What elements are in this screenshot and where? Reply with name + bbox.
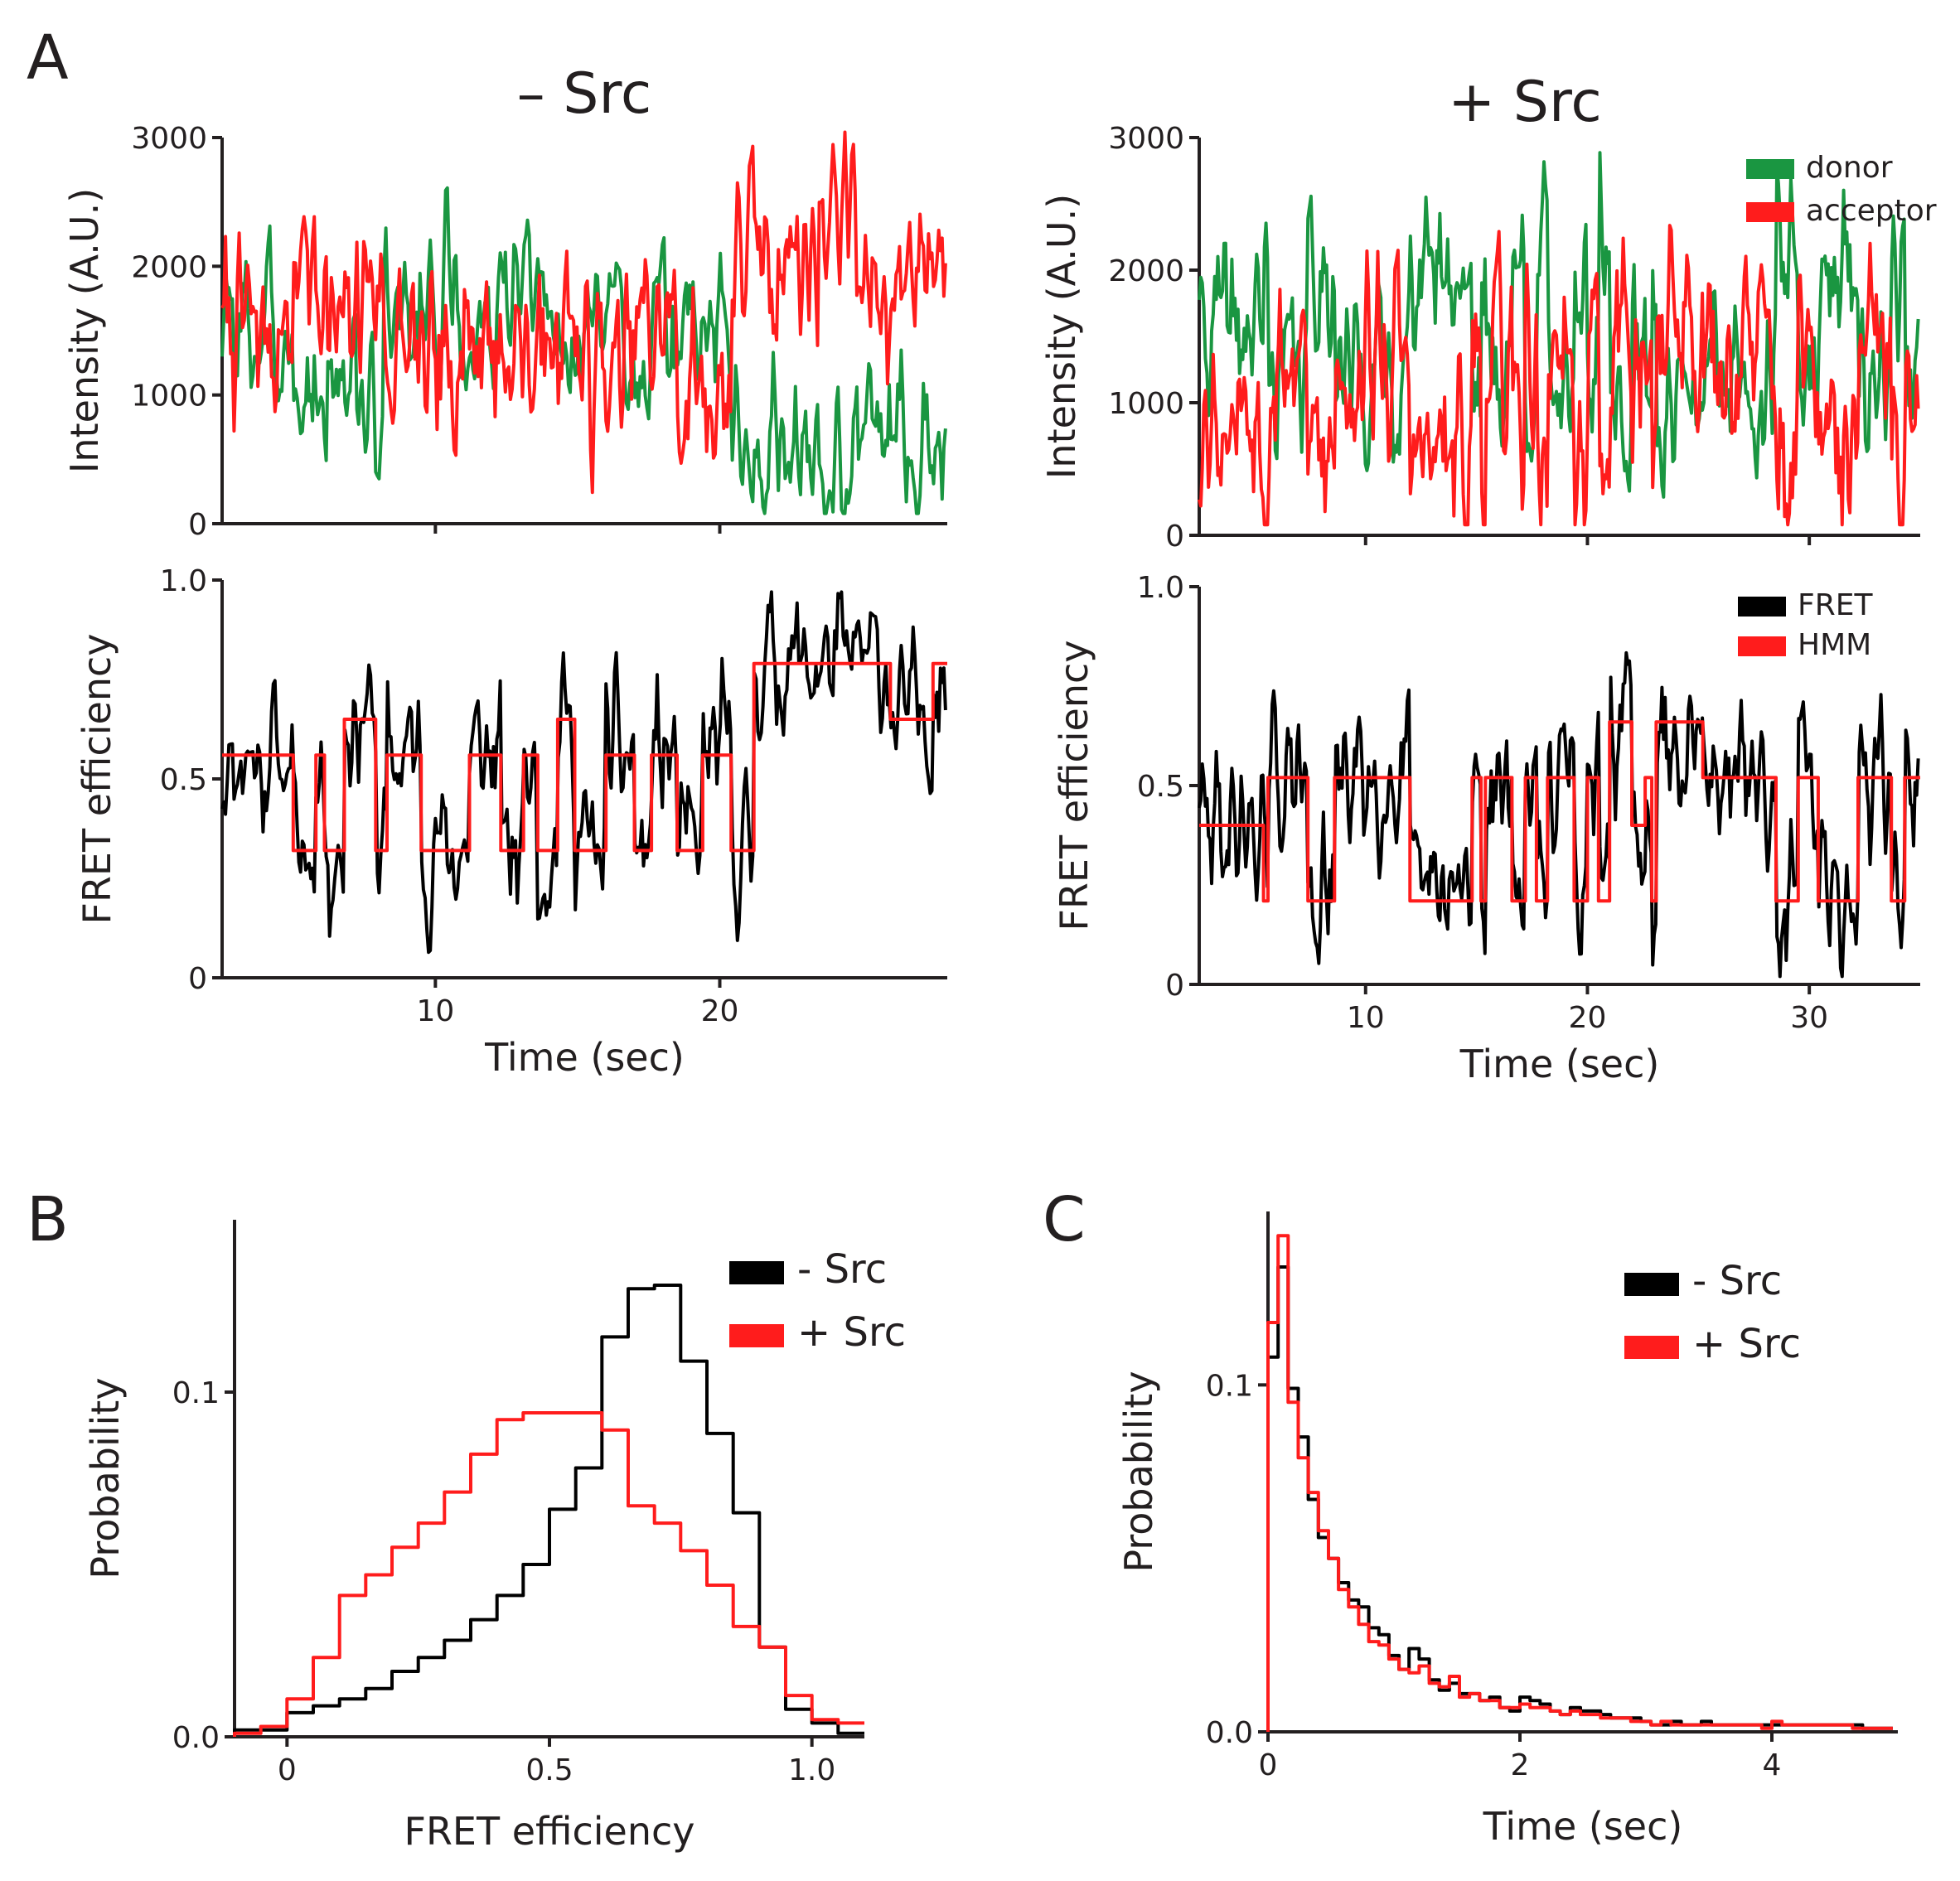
- y-tick-label: 0.0: [1206, 1716, 1253, 1750]
- panel-letter-a: A: [27, 22, 69, 94]
- plot-a-minus-intensity: 0 1000 2000 3000 Intensity (A.U.): [62, 122, 947, 542]
- x-tick-label: 10: [416, 994, 454, 1028]
- x-tick-label: 30: [1790, 1001, 1828, 1035]
- axis-lines: [1266, 1211, 1898, 1734]
- y-tick-label: 0: [1165, 520, 1184, 554]
- plot-b-fret-histogram: 0.0 0.1 0 0.5 1.0 FRET efficiency Probability -…: [83, 1220, 906, 1854]
- x-tick-label: 1.0: [788, 1753, 835, 1787]
- y-tick-label: 1000: [1108, 387, 1184, 421]
- x-tick-label: 2: [1511, 1748, 1530, 1782]
- legend-label-plus-src: + Src: [1692, 1321, 1801, 1367]
- series-line-acceptor: [220, 130, 947, 495]
- title-plus-src: + Src: [1448, 70, 1602, 135]
- plot-c-dwell-histogram: 0.0 0.1 0 2 4 Time (sec) Probability - Src + Src: [1116, 1211, 1898, 1849]
- plot-a-plus-fret: 0 0.5 1.0 10 20 30 Time (sec) FRET efficiency FR…: [1052, 571, 1920, 1086]
- y-tick-label: 0: [1165, 969, 1184, 1003]
- histogram-minus-src: [233, 1284, 864, 1737]
- series-line-fret: [220, 590, 947, 955]
- panel-letter-c: C: [1043, 1184, 1086, 1255]
- series-line-hmm: [222, 661, 947, 853]
- legend-label-acceptor: acceptor: [1806, 194, 1937, 228]
- legend-swatch-minus-src: [729, 1261, 784, 1284]
- legend-label-plus-src: + Src: [797, 1309, 906, 1356]
- legend-label-hmm: HMM: [1798, 628, 1871, 662]
- y-tick-label: 0.5: [160, 763, 207, 797]
- y-tick-label: 1.0: [160, 564, 207, 598]
- y-axis-label: Intensity (A.U.): [1039, 194, 1084, 479]
- x-tick-label: 0.5: [525, 1753, 573, 1787]
- y-axis-label: Probability: [1116, 1371, 1161, 1572]
- y-tick-label: 0.1: [1206, 1369, 1253, 1403]
- panel-letter-b: B: [27, 1184, 69, 1255]
- legend-swatch-plus-src: [729, 1324, 784, 1347]
- y-tick-label: 1.0: [1137, 571, 1184, 605]
- x-tick-label: 0: [278, 1753, 297, 1787]
- y-tick-label: 2000: [1108, 254, 1184, 288]
- y-tick-label: 2000: [131, 250, 207, 284]
- x-tick-label: 20: [701, 994, 739, 1028]
- axis-lines: [233, 1220, 864, 1738]
- y-tick-label: 3000: [1108, 122, 1184, 156]
- title-minus-src: – Src: [517, 61, 652, 127]
- y-axis-label: FRET efficiency: [1052, 640, 1096, 931]
- y-axis-label: FRET efficiency: [75, 633, 119, 924]
- series-line-fret: [1198, 650, 1920, 979]
- legend-swatch-donor: [1746, 159, 1794, 179]
- histogram-plus-src: [233, 1411, 864, 1737]
- legend-label-minus-src: - Src: [1692, 1258, 1782, 1304]
- x-tick-label: 4: [1763, 1748, 1782, 1782]
- legend-label-donor: donor: [1806, 151, 1893, 185]
- y-axis-label: Probability: [83, 1377, 128, 1579]
- legend-label-fret: FRET: [1798, 588, 1873, 622]
- x-tick-label: 20: [1569, 1001, 1607, 1035]
- plot-a-plus-intensity: 0 1000 2000 3000 Intensity (A.U.) donor accept…: [1039, 122, 1937, 554]
- y-tick-label: 0.5: [1137, 770, 1184, 804]
- x-axis-label: Time (sec): [1483, 1804, 1683, 1849]
- y-tick-label: 0.0: [172, 1721, 220, 1755]
- y-tick-label: 0: [188, 508, 207, 542]
- legend-swatch-fret: [1738, 597, 1786, 617]
- histogram-plus-src: [1266, 1234, 1893, 1732]
- x-axis-label: Time (sec): [1459, 1042, 1660, 1086]
- x-axis-label: FRET efficiency: [404, 1809, 694, 1854]
- x-tick-label: 10: [1347, 1001, 1385, 1035]
- y-tick-label: 0: [188, 962, 207, 996]
- y-tick-label: 1000: [131, 380, 207, 413]
- x-tick-label: 0: [1259, 1748, 1278, 1782]
- series-line-hmm: [1199, 720, 1920, 903]
- y-tick-label: 3000: [131, 122, 207, 156]
- legend-swatch-hmm: [1738, 636, 1786, 656]
- legend-label-minus-src: - Src: [797, 1246, 887, 1293]
- legend-swatch-minus-src: [1624, 1273, 1679, 1296]
- y-axis-label: Intensity (A.U.): [62, 188, 107, 473]
- plot-a-minus-fret: 0 0.5 1.0 10 20 Time (sec) FRET efficiency: [75, 564, 947, 1080]
- x-axis-label: Time (sec): [484, 1035, 685, 1080]
- legend-swatch-plus-src: [1624, 1336, 1679, 1359]
- y-tick-label: 0.1: [172, 1376, 220, 1410]
- legend-swatch-acceptor: [1746, 202, 1794, 222]
- series-line-acceptor: [1198, 224, 1920, 527]
